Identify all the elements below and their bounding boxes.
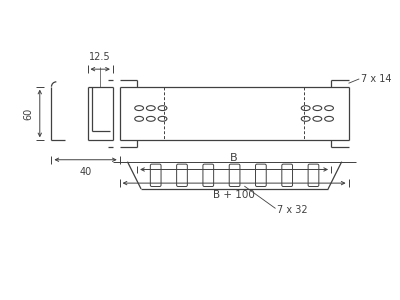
Text: B: B xyxy=(230,153,238,163)
Text: 12.5: 12.5 xyxy=(89,52,111,62)
Text: 7 x 32: 7 x 32 xyxy=(278,206,308,215)
Text: B + 100: B + 100 xyxy=(213,190,255,200)
Text: 40: 40 xyxy=(80,167,92,177)
Text: 60: 60 xyxy=(23,107,33,120)
Text: 7 x 14: 7 x 14 xyxy=(361,74,392,84)
